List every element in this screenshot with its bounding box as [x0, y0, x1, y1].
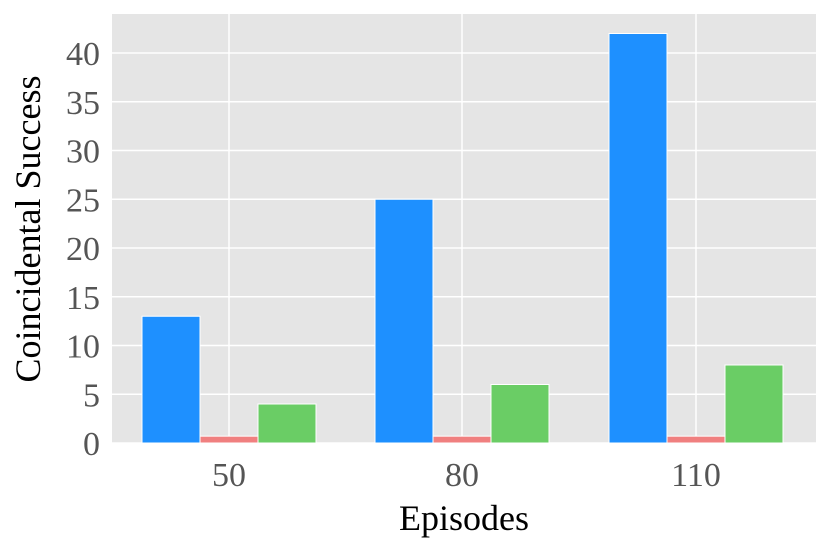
x-axis-ticks: 50 80 110 [212, 457, 721, 494]
bar-series-2-50 [199, 435, 259, 444]
y-tick-label: 0 [83, 426, 100, 463]
y-tick-label: 5 [83, 377, 100, 414]
y-axis-ticks: 0 5 10 15 20 25 30 35 40 [66, 36, 100, 463]
bar-series-2-80 [432, 435, 492, 444]
bar-series-1-110 [608, 33, 668, 444]
bar-series-1-80 [374, 198, 434, 444]
bar-series-2-110 [666, 435, 726, 444]
y-tick-label: 40 [66, 36, 100, 73]
y-tick-label: 25 [66, 182, 100, 219]
bar-series-3-110 [724, 364, 784, 444]
x-axis-label: Episodes [399, 498, 529, 538]
bar-series-1-50 [141, 315, 201, 444]
y-tick-label: 20 [66, 231, 100, 268]
bars [141, 33, 784, 444]
x-tick-label: 50 [212, 457, 246, 494]
x-tick-label: 110 [671, 457, 721, 494]
bar-series-3-80 [490, 384, 550, 444]
bar-series-3-50 [257, 403, 317, 444]
y-tick-label: 10 [66, 329, 100, 366]
plot-area [112, 14, 816, 443]
y-tick-label: 15 [66, 280, 100, 317]
x-tick-label: 80 [445, 457, 479, 494]
grid [112, 14, 816, 444]
y-tick-label: 35 [66, 85, 100, 122]
y-tick-label: 30 [66, 134, 100, 171]
y-axis-label: Coincidental Success [8, 76, 48, 383]
